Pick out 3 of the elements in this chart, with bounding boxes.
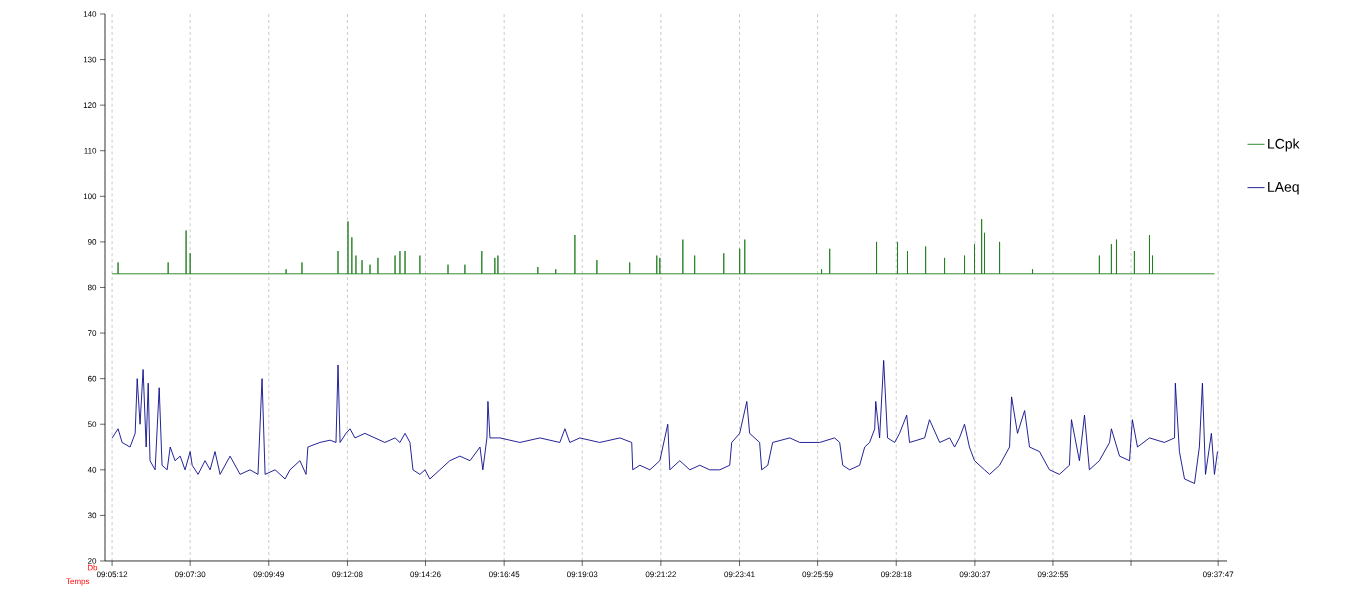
line-series: [111, 218, 1215, 275]
legend-label: LCpk: [1268, 138, 1300, 152]
legend-label: LAeq: [1268, 182, 1299, 195]
